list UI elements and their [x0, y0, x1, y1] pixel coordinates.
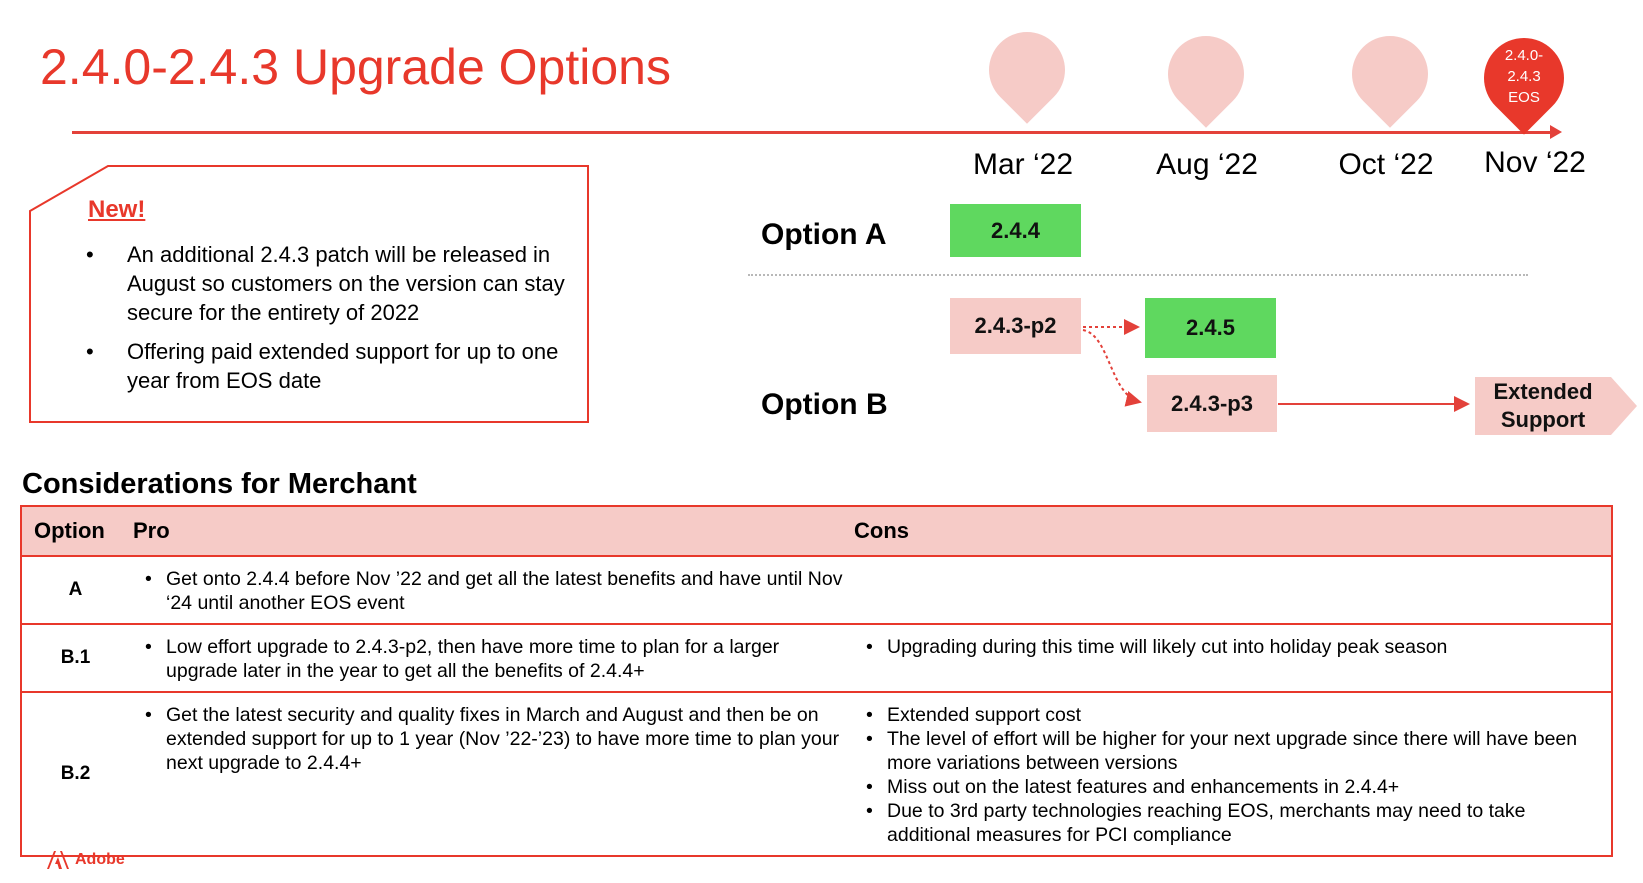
table-header-row: Option Pro Cons: [21, 505, 1612, 557]
month-label-aug: Aug ‘22: [1156, 148, 1258, 181]
header-cons: Cons: [850, 505, 1612, 557]
arrow-p2-to-p3: [1082, 329, 1142, 407]
adobe-icon: [47, 851, 69, 869]
option-b-245-box: 2.4.5: [1145, 298, 1276, 358]
row-option: B.2: [21, 691, 129, 857]
row-pro: Low effort upgrade to 2.4.3-p2, then hav…: [129, 623, 850, 693]
cons-item: Upgrading during this time will likely c…: [862, 635, 1607, 659]
header-option: Option: [21, 505, 129, 557]
option-a-label: Option A: [761, 218, 887, 251]
page-title: 2.4.0-2.4.3 Upgrade Options: [40, 39, 671, 95]
month-label-mar: Mar ‘22: [972, 148, 1074, 181]
row-option: A: [21, 555, 129, 625]
timeline-line: [72, 131, 1552, 134]
considerations-table: Option Pro Cons A Get onto 2.4.4 before …: [20, 505, 1613, 857]
new-bullet: Offering paid extended support for up to…: [86, 337, 566, 395]
option-b-label: Option B: [761, 388, 888, 421]
timeline-arrowhead: [1550, 125, 1562, 139]
pro-item: Get the latest security and quality fixe…: [141, 703, 846, 775]
row-pro: Get the latest security and quality fixe…: [129, 691, 850, 857]
considerations-title: Considerations for Merchant: [22, 468, 417, 500]
row-option: B.1: [21, 623, 129, 693]
row-cons: Extended support cost The level of effor…: [850, 691, 1612, 857]
table-row: B.2 Get the latest security and quality …: [21, 691, 1612, 857]
eos-label-line: 2.4.3: [1507, 68, 1541, 85]
option-b-p2-box: 2.4.3-p2: [950, 298, 1081, 354]
pro-item: Low effort upgrade to 2.4.3-p2, then hav…: [141, 635, 846, 683]
row-cons: Upgrading during this time will likely c…: [850, 623, 1612, 693]
new-heading: New!: [88, 196, 146, 223]
option-a-version-box: 2.4.4: [950, 204, 1081, 257]
row-cons: [850, 555, 1612, 625]
adobe-logo: Adobe: [47, 851, 125, 869]
cons-item: Extended support cost: [862, 703, 1607, 727]
option-b-p3-box: 2.4.3-p3: [1147, 375, 1277, 432]
cons-item: Miss out on the latest features and enha…: [862, 775, 1607, 799]
month-label-nov: Nov ‘22: [1484, 146, 1586, 179]
table-row: A Get onto 2.4.4 before Nov ’22 and get …: [21, 555, 1612, 625]
options-separator: [748, 274, 1528, 276]
eos-label: 2.4.0- 2.4.3 EOS: [1484, 45, 1564, 108]
adobe-wordmark: Adobe: [75, 851, 125, 868]
pro-item: Get onto 2.4.4 before Nov ’22 and get al…: [141, 567, 846, 615]
header-pro: Pro: [129, 505, 850, 557]
table-row: B.1 Low effort upgrade to 2.4.3-p2, then…: [21, 623, 1612, 693]
month-label-oct: Oct ‘22: [1338, 148, 1434, 181]
new-callout-box: [29, 165, 589, 423]
extended-support-chevron: [1475, 377, 1637, 435]
eos-label-line: EOS: [1508, 89, 1540, 106]
extended-support-label: Extended Support: [1493, 379, 1593, 432]
cons-item: Due to 3rd party technologies reaching E…: [862, 799, 1607, 847]
eos-label-line: 2.4.0-: [1504, 47, 1544, 64]
new-bullet-list: An additional 2.4.3 patch will be releas…: [86, 240, 566, 405]
new-bullet: An additional 2.4.3 patch will be releas…: [86, 240, 566, 327]
cons-item: The level of effort will be higher for y…: [862, 727, 1607, 775]
row-pro: Get onto 2.4.4 before Nov ’22 and get al…: [129, 555, 850, 625]
